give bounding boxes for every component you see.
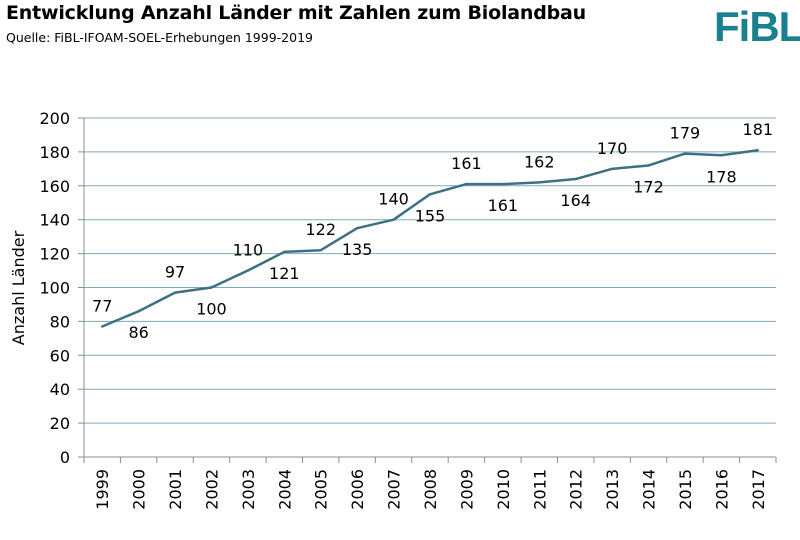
x-tick-label: 2014 — [640, 469, 659, 510]
y-tick-label: 200 — [39, 109, 70, 128]
x-tick-label: 2005 — [312, 469, 331, 510]
data-point — [756, 149, 759, 152]
data-point — [355, 226, 359, 230]
y-tick-label: 120 — [39, 245, 70, 264]
data-point — [647, 164, 650, 167]
x-tick-label: 1999 — [93, 469, 112, 510]
data-label: 122 — [305, 220, 336, 239]
x-tick-label: 2015 — [676, 469, 695, 510]
data-label: 86 — [128, 323, 148, 342]
data-label: 170 — [597, 139, 628, 158]
data-point — [465, 182, 468, 186]
y-tick-label: 0 — [60, 448, 70, 467]
gridlines — [84, 117, 776, 424]
data-label: 97 — [165, 263, 185, 282]
x-tick-label: 2004 — [275, 469, 294, 510]
chart-source: Quelle: FiBL-IFOAM-SOEL-Erhebungen 1999-… — [6, 30, 313, 45]
y-axis-label: Anzahl Länder — [9, 230, 28, 345]
data-point — [610, 167, 614, 171]
data-point — [283, 250, 286, 254]
x-tick-label: 2001 — [166, 469, 185, 510]
data-label: 181 — [743, 120, 774, 139]
data-labels: 77 86 97 100 110 121 122 135 140 155 161 161 162 164 1… — [92, 120, 773, 342]
data-point — [683, 152, 687, 155]
x-tick-label: 2003 — [239, 469, 258, 510]
data-label: 161 — [488, 196, 519, 215]
data-point — [574, 177, 577, 181]
y-tick-labels: 0 20 40 60 80 100 120 140 160 180 200 — [39, 109, 70, 467]
data-label: 155 — [415, 206, 446, 225]
y-tick-label: 60 — [50, 346, 70, 365]
data-label: 172 — [633, 177, 664, 196]
data-label: 77 — [92, 296, 112, 315]
fibl-logo: FiBL — [714, 3, 800, 50]
x-tick-label: 2012 — [567, 469, 586, 510]
x-tick-label: 2002 — [202, 469, 221, 510]
y-tick-label: 140 — [39, 211, 70, 230]
data-point — [319, 249, 322, 252]
axes — [78, 117, 777, 463]
data-point — [173, 291, 177, 294]
y-tick-label: 180 — [39, 143, 70, 162]
data-label: 162 — [524, 152, 555, 171]
data-label: 110 — [233, 241, 264, 260]
data-label: 121 — [269, 264, 300, 283]
y-tick-label: 80 — [50, 312, 70, 331]
data-label: 100 — [196, 300, 227, 319]
x-tick-label: 2010 — [494, 469, 513, 510]
data-label: 140 — [378, 190, 409, 209]
series-line — [101, 148, 759, 328]
data-point — [101, 325, 104, 328]
data-point — [392, 218, 395, 221]
x-tick-label: 2011 — [530, 469, 549, 510]
y-tick-label: 20 — [50, 414, 70, 433]
x-tick-label: 2016 — [712, 469, 731, 510]
x-tick-label: 2008 — [421, 469, 440, 510]
data-label: 179 — [670, 124, 701, 143]
x-tick-label: 2006 — [348, 469, 367, 510]
y-tick-label: 40 — [50, 380, 70, 399]
x-tick-label: 2007 — [385, 469, 404, 510]
data-label: 161 — [451, 154, 482, 173]
data-point — [210, 286, 213, 289]
y-tick-label: 160 — [39, 177, 70, 196]
data-point — [246, 269, 250, 272]
y-tick-label: 100 — [39, 279, 70, 298]
data-label: 164 — [560, 191, 591, 210]
x-tick-label: 2000 — [130, 469, 149, 510]
x-tick-label: 2017 — [749, 469, 768, 510]
x-tick-label: 2009 — [457, 469, 476, 510]
data-point — [428, 193, 432, 196]
data-point — [137, 310, 140, 313]
data-label: 135 — [342, 240, 373, 259]
x-tick-label: 2013 — [603, 469, 622, 510]
chart-title: Entwicklung Anzahl Länder mit Zahlen zum… — [6, 2, 586, 24]
data-point — [720, 154, 723, 157]
data-point — [538, 181, 541, 184]
x-tick-labels: 1999 2000 2001 2002 2003 2004 2005 2006 2007 2008… — [93, 469, 768, 510]
data-point — [501, 182, 505, 186]
data-label: 178 — [706, 167, 737, 186]
